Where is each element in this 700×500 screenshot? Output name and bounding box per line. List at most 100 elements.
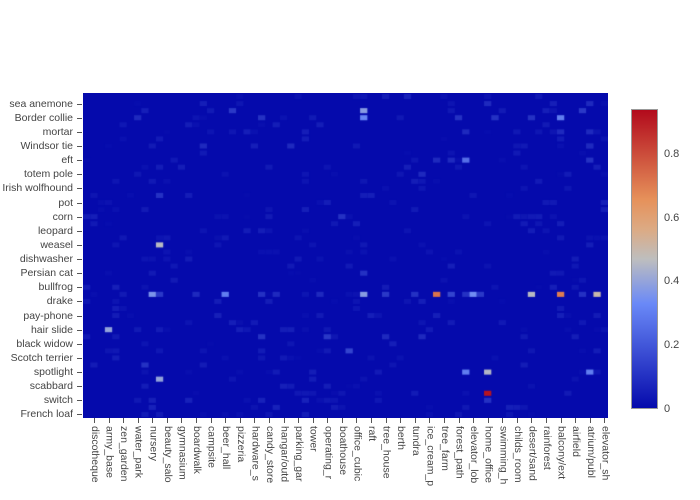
y-tick-mark: [77, 230, 82, 232]
y-tick-mark: [77, 273, 82, 275]
x-tick-mark: [400, 418, 402, 423]
y-tick-mark: [77, 343, 82, 345]
y-tick-mark: [77, 202, 82, 204]
y-tick-mark: [77, 287, 82, 289]
x-tick-label: gymnasium: [176, 426, 189, 480]
y-tick-label: Border collie: [14, 111, 73, 124]
y-tick-label: drake: [46, 295, 73, 308]
x-tick-mark: [152, 418, 154, 423]
y-tick-label: eft: [61, 154, 73, 167]
y-tick-label: sea anemone: [9, 97, 73, 110]
x-tick-label: water_park: [132, 426, 145, 478]
x-tick-label: boardwalk: [191, 426, 204, 474]
x-tick-label: hardware_s: [249, 426, 262, 481]
x-tick-mark: [429, 418, 431, 423]
y-tick-label: spotlight: [33, 366, 73, 379]
x-tick-mark: [502, 418, 504, 423]
x-tick-label: parking_gar: [293, 426, 306, 482]
x-tick-mark: [589, 418, 591, 423]
y-tick-label: totem pole: [23, 168, 73, 181]
y-tick-label: Scotch terrier: [10, 351, 73, 364]
x-tick-label: candy_store: [263, 426, 276, 484]
x-tick-label: discotheque: [88, 426, 101, 483]
x-tick-mark: [531, 418, 533, 423]
y-tick-mark: [77, 188, 82, 190]
y-tick-label: scabbard: [29, 380, 73, 393]
y-tick-label: black widow: [16, 337, 73, 350]
x-tick-mark: [473, 418, 475, 423]
y-tick-label: weasel: [40, 238, 73, 251]
x-tick-label: zen_garden: [118, 426, 131, 482]
x-tick-mark: [268, 418, 270, 423]
x-tick-mark: [225, 418, 227, 423]
x-tick-label: beauty_salo: [161, 426, 174, 483]
x-tick-mark: [137, 418, 139, 423]
x-tick-mark: [283, 418, 285, 423]
x-tick-label: operating_r: [322, 426, 335, 480]
x-tick-mark: [487, 418, 489, 423]
x-tick-mark: [356, 418, 358, 423]
x-tick-mark: [575, 418, 577, 423]
colorbar-tick-label: 0.4: [664, 275, 680, 288]
colorbar-tick-label: 0.6: [664, 211, 680, 224]
x-tick-mark: [516, 418, 518, 423]
x-tick-mark: [385, 418, 387, 423]
y-tick-label: switch: [43, 394, 73, 407]
x-tick-label: tree_house: [380, 426, 393, 479]
x-tick-label: raft: [366, 426, 379, 442]
x-tick-label: atrium/publ: [584, 426, 597, 478]
x-tick-mark: [458, 418, 460, 423]
colorbar-gradient: [631, 109, 658, 409]
y-tick-mark: [77, 131, 82, 133]
heatmap-plot-area[interactable]: [83, 93, 608, 418]
colorbar-tick-label: 0.2: [664, 339, 680, 352]
y-tick-mark: [77, 216, 82, 218]
x-tick-mark: [123, 418, 125, 423]
y-tick-label: dishwasher: [19, 253, 73, 266]
x-tick-label: childs_room: [511, 426, 524, 483]
x-tick-mark: [298, 418, 300, 423]
x-tick-label: tundra: [409, 426, 422, 456]
y-tick-label: Windsor tie: [20, 139, 73, 152]
x-tick-label: nursery: [147, 426, 160, 462]
x-tick-label: office_cubic: [351, 426, 364, 482]
colorbar-tick-label: 0: [664, 403, 671, 415]
x-tick-mark: [327, 418, 329, 423]
y-tick-mark: [77, 117, 82, 119]
x-tick-label: swimming_h: [497, 426, 510, 485]
y-tick-mark: [77, 414, 82, 416]
x-tick-mark: [254, 418, 256, 423]
y-tick-mark: [77, 160, 82, 162]
colorbar-tick-label: 0.8: [664, 147, 680, 160]
y-tick-label: pay-phone: [23, 309, 73, 322]
x-tick-mark: [560, 418, 562, 423]
y-tick-mark: [77, 315, 82, 317]
y-tick-mark: [77, 329, 82, 331]
x-tick-label: army_base: [103, 426, 116, 478]
y-tick-label: leopard: [37, 224, 73, 237]
y-tick-label: pot: [58, 196, 73, 209]
x-tick-mark: [210, 418, 212, 423]
y-tick-mark: [77, 357, 82, 359]
x-tick-mark: [414, 418, 416, 423]
x-tick-mark: [239, 418, 241, 423]
x-tick-mark: [93, 418, 95, 423]
x-tick-label: beer_hall: [220, 426, 233, 470]
y-tick-mark: [77, 372, 82, 374]
y-tick-label: hair slide: [30, 323, 73, 336]
y-tick-mark: [77, 103, 82, 105]
x-tick-label: ice_cream_p: [424, 426, 437, 487]
x-tick-label: hangar/outd: [278, 426, 291, 483]
x-tick-label: tree_farm: [438, 426, 451, 471]
x-tick-label: boathouse: [336, 426, 349, 476]
x-tick-mark: [181, 418, 183, 423]
y-tick-mark: [77, 400, 82, 402]
x-tick-label: campsite: [205, 426, 218, 469]
y-tick-label: corn: [52, 210, 73, 223]
y-tick-label: Irish wolfhound: [2, 182, 73, 195]
x-tick-mark: [371, 418, 373, 423]
x-tick-mark: [166, 418, 168, 423]
x-tick-mark: [443, 418, 445, 423]
x-tick-mark: [341, 418, 343, 423]
